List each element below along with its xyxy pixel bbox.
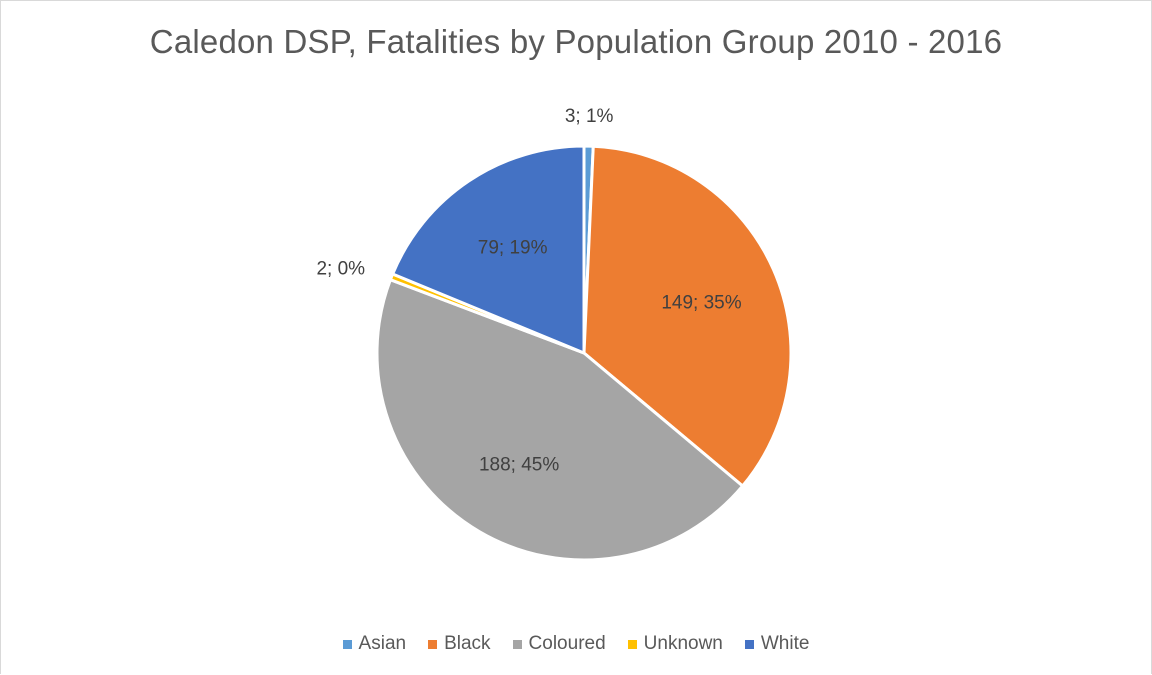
data-label-coloured: 188; 45% (479, 455, 559, 476)
legend-item-asian: Asian (343, 633, 407, 655)
legend-item-unknown: Unknown (628, 633, 723, 655)
data-label-white: 79; 19% (478, 237, 548, 258)
legend-swatch-unknown (628, 640, 637, 649)
data-label-black: 149; 35% (661, 292, 741, 313)
legend-item-white: White (745, 633, 810, 655)
legend-label-coloured: Coloured (529, 633, 606, 655)
legend: Asian Black Coloured Unknown White (1, 633, 1151, 655)
data-label-unknown: 2; 0% (316, 259, 365, 280)
legend-label-unknown: Unknown (644, 633, 723, 655)
legend-item-black: Black (428, 633, 490, 655)
legend-label-white: White (761, 633, 810, 655)
legend-swatch-black (428, 640, 437, 649)
legend-swatch-white (745, 640, 754, 649)
pie-slices (377, 146, 791, 560)
data-label-asian: 3; 1% (565, 106, 614, 127)
pie-chart: 3; 1% 149; 35% 188; 45% 2; 0% 79; 19% (1, 1, 1151, 631)
legend-label-black: Black (444, 633, 490, 655)
legend-label-asian: Asian (359, 633, 407, 655)
legend-swatch-coloured (513, 640, 522, 649)
legend-swatch-asian (343, 640, 352, 649)
legend-item-coloured: Coloured (513, 633, 606, 655)
